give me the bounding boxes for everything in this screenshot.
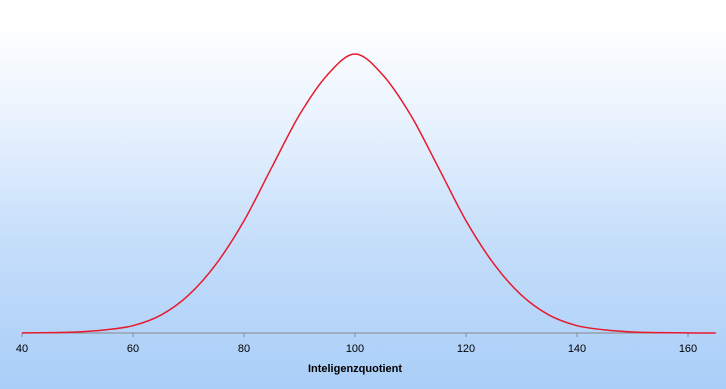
x-tick-label: 40 xyxy=(16,343,28,355)
x-tick-label: 120 xyxy=(457,343,475,355)
x-tick-group: 40 60 80 100 120 140 160 xyxy=(16,333,697,355)
x-axis-title: Inteligenzquotient xyxy=(308,363,402,375)
x-tick-label: 80 xyxy=(238,343,250,355)
distribution-curve xyxy=(21,53,716,334)
x-tick-label: 60 xyxy=(127,343,139,355)
x-tick-label: 160 xyxy=(679,343,697,355)
x-tick-label: 100 xyxy=(346,343,364,355)
x-tick-label: 140 xyxy=(568,343,586,355)
